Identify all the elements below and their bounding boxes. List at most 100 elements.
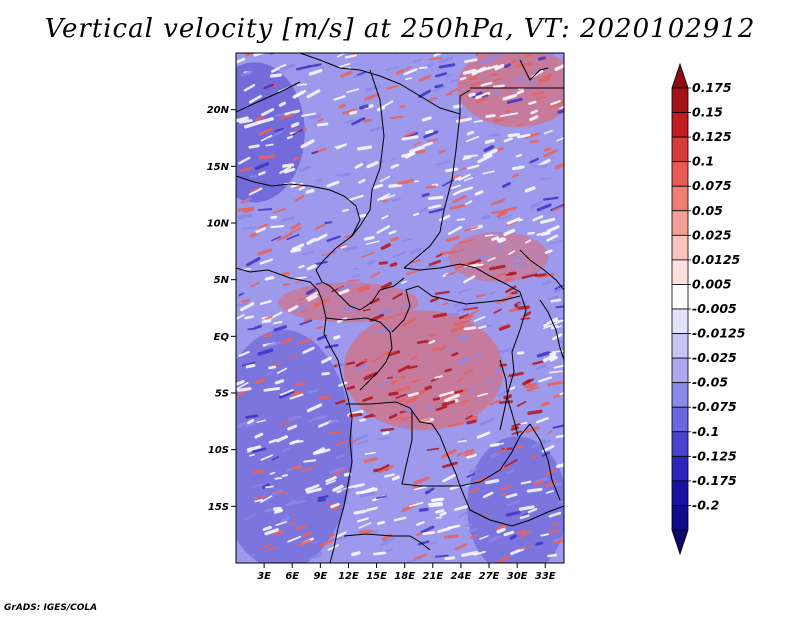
field-speckle	[247, 327, 256, 331]
field-speckle	[287, 535, 302, 543]
field-speckle	[523, 311, 532, 317]
field-speckle	[321, 371, 330, 376]
colorbar-swatch	[671, 308, 689, 334]
field-speckle	[451, 352, 459, 357]
field-speckle	[550, 298, 562, 303]
field-speckle	[418, 66, 428, 70]
field-speckle	[488, 535, 501, 543]
field-speckle	[536, 203, 552, 212]
border-zambia-east	[459, 423, 531, 487]
field-speckle	[483, 145, 495, 153]
field-speckle	[444, 556, 456, 561]
field-speckle	[483, 376, 498, 385]
field-speckle	[413, 58, 423, 63]
field-speckle	[474, 190, 484, 196]
field-speckle	[330, 502, 340, 509]
field-speckle	[257, 348, 274, 356]
field-speckle	[431, 497, 442, 502]
field-speckle	[424, 487, 435, 495]
field-speckle	[268, 365, 277, 370]
field-speckle	[444, 368, 453, 373]
field-speckle	[524, 186, 536, 193]
field-speckle	[365, 487, 378, 493]
field-speckle	[413, 141, 422, 146]
field-speckle	[415, 532, 422, 537]
field-speckle	[535, 96, 547, 100]
field-speckle	[386, 376, 394, 379]
field-speckle	[395, 393, 407, 399]
field-speckle	[271, 455, 280, 461]
field-speckle	[463, 369, 474, 374]
field-speckle	[245, 414, 259, 419]
field-speckle	[317, 498, 327, 502]
field-speckle	[409, 145, 425, 154]
field-speckle	[524, 385, 534, 389]
colorbar-swatch	[671, 161, 689, 187]
field-speckle	[385, 84, 399, 90]
field-speckle	[515, 529, 527, 534]
field-speckle	[315, 448, 331, 455]
field-speckle	[469, 75, 478, 81]
field-speckle	[265, 143, 274, 147]
field-speckle	[499, 113, 513, 118]
field-speckle	[325, 479, 337, 485]
field-speckle	[367, 329, 375, 333]
field-speckle	[387, 350, 401, 357]
field-speckle	[456, 377, 464, 382]
field-speckle	[433, 85, 447, 93]
field-speckle	[289, 521, 296, 525]
field-speckle	[369, 126, 385, 132]
field-speckle	[300, 309, 309, 314]
field-speckle	[452, 190, 461, 196]
field-speckle	[515, 305, 530, 311]
field-speckle	[544, 249, 553, 254]
field-speckle	[305, 188, 315, 194]
field-speckle	[312, 539, 321, 545]
field-speckle	[434, 290, 450, 295]
field-speckle	[377, 193, 391, 201]
field-speckle	[384, 473, 395, 478]
field-speckle	[316, 334, 328, 341]
field-speckle	[335, 531, 347, 538]
field-speckle	[298, 264, 305, 269]
field-speckle	[395, 416, 403, 421]
field-speckle	[274, 508, 284, 514]
field-speckle	[479, 417, 495, 426]
field-speckle	[511, 173, 519, 178]
colorbar-label: 0.005	[692, 276, 732, 291]
field-speckle	[360, 251, 375, 258]
field-speckle	[484, 139, 495, 144]
field-speckle	[413, 486, 427, 491]
field-speckle	[344, 233, 357, 238]
field-speckle	[258, 127, 274, 136]
field-speckle	[478, 325, 487, 330]
field-speckle	[476, 431, 491, 439]
field-speckle	[478, 255, 489, 260]
field-speckle	[262, 483, 270, 489]
field-speckle	[328, 533, 335, 539]
field-speckle	[300, 466, 315, 473]
field-speckle	[427, 265, 436, 268]
field-speckle	[242, 361, 256, 367]
field-speckle	[281, 271, 290, 277]
field-speckle	[530, 200, 543, 209]
colorbar-swatch	[671, 357, 689, 384]
field-speckle	[409, 501, 424, 508]
field-speckle	[543, 147, 552, 152]
colorbar-label: 0.0125	[692, 252, 741, 267]
field-speckle	[264, 276, 275, 281]
field-speckle	[454, 262, 469, 270]
field-speckle	[242, 268, 252, 271]
field-speckle	[435, 405, 448, 411]
field-speckle	[290, 122, 300, 128]
field-speckle	[266, 341, 282, 348]
field-speckle	[361, 359, 369, 362]
field-speckle	[357, 145, 373, 151]
field-speckle	[463, 452, 476, 457]
field-speckle	[391, 475, 400, 481]
field-speckle	[255, 227, 267, 234]
field-speckle	[459, 76, 467, 81]
field-speckle	[259, 543, 273, 550]
field-speckle	[548, 529, 559, 534]
field-speckle	[359, 418, 366, 422]
